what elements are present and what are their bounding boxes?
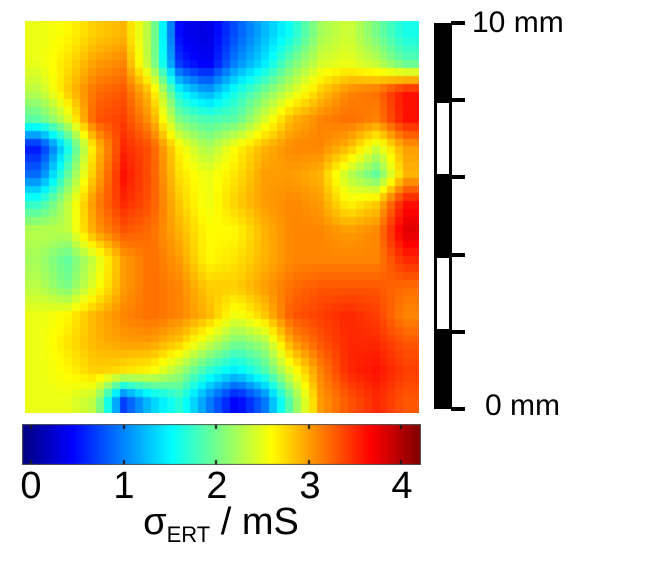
scale-bar-tick bbox=[451, 21, 465, 25]
scale-bar-segment bbox=[434, 254, 452, 332]
scale-bar-tick bbox=[451, 330, 465, 334]
units-text: / mS bbox=[210, 501, 299, 543]
scale-bar-segment bbox=[434, 23, 452, 101]
scale-bar-max-label: 10 mm bbox=[472, 6, 564, 39]
scale-bar-tick bbox=[451, 98, 465, 102]
scale-bar-min-label: 0 mm bbox=[485, 389, 560, 422]
colorbar-tick-label: 1 bbox=[113, 465, 135, 507]
colorbar-tick-label: 2 bbox=[206, 465, 228, 507]
scale-bar-segment bbox=[434, 100, 452, 178]
colorbar-tick-label: 3 bbox=[299, 465, 321, 507]
colorbar-canvas bbox=[22, 424, 421, 465]
scale-bar-tick bbox=[451, 407, 465, 411]
colorbar-axis-label: σERT / mS bbox=[143, 501, 299, 546]
sigma-symbol: σ bbox=[143, 501, 167, 543]
scale-bar-tick bbox=[451, 253, 465, 257]
scale-bar bbox=[434, 23, 452, 410]
scale-bar-tick bbox=[451, 175, 465, 179]
colorbar-tick-label: 4 bbox=[391, 465, 413, 507]
scale-bar-segment bbox=[434, 177, 452, 255]
scale-bar-segment bbox=[434, 331, 452, 410]
ert-heatmap-canvas bbox=[25, 21, 419, 413]
colorbar-tick-label: 0 bbox=[20, 465, 42, 507]
sigma-subscript: ERT bbox=[166, 522, 211, 547]
